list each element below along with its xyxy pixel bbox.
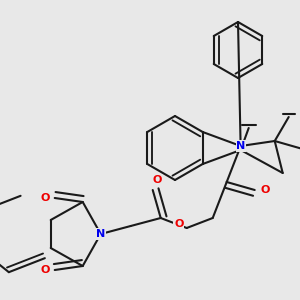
Text: O: O bbox=[40, 193, 50, 203]
Text: O: O bbox=[40, 265, 50, 275]
Text: N: N bbox=[96, 229, 105, 239]
Text: N: N bbox=[236, 141, 245, 151]
Text: O: O bbox=[152, 175, 161, 185]
Text: O: O bbox=[174, 219, 183, 229]
Text: O: O bbox=[260, 185, 269, 195]
